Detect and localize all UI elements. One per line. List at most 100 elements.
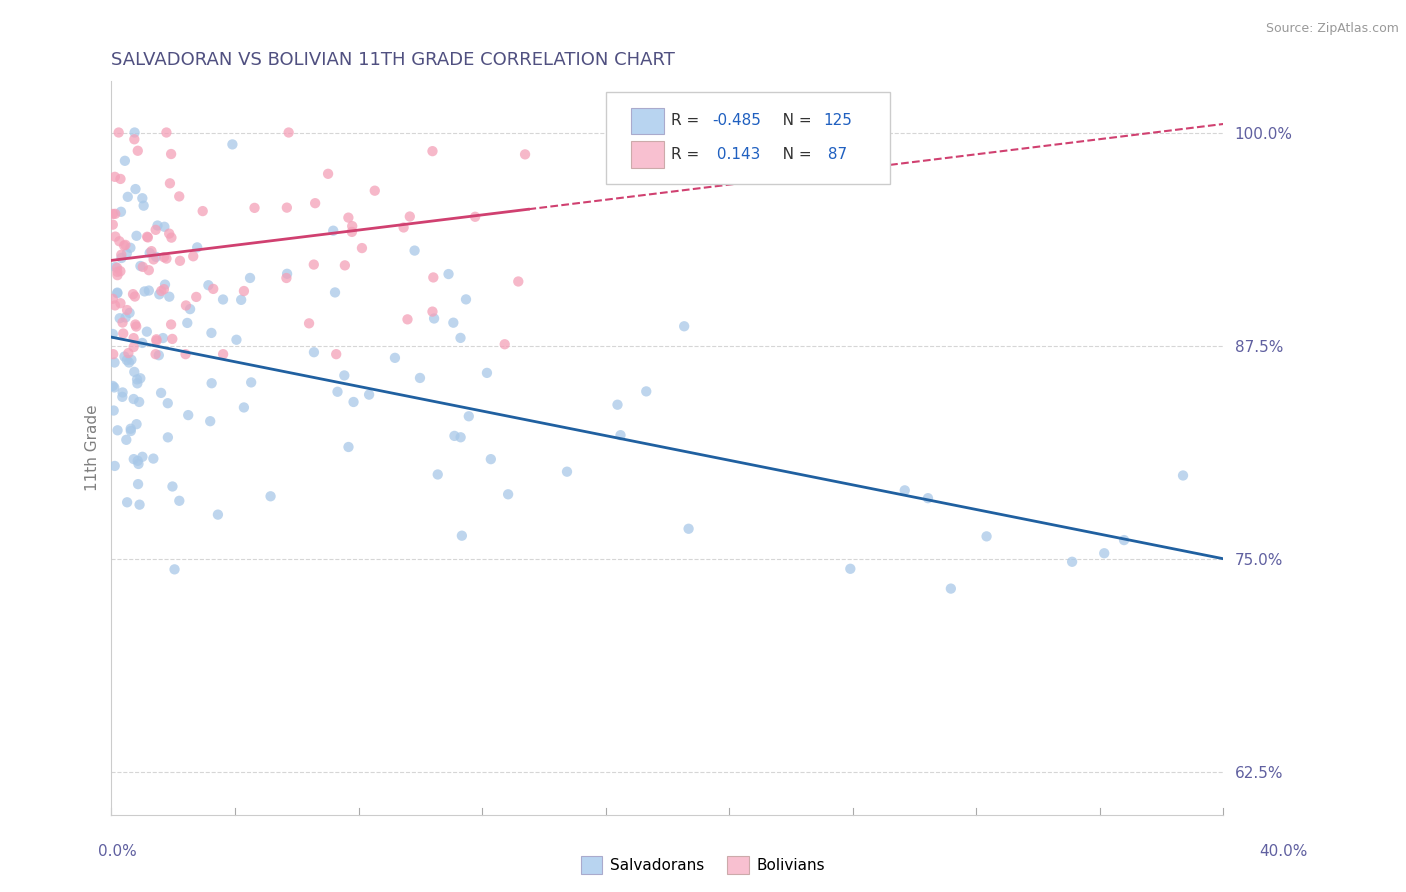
Point xyxy=(396,312,419,326)
Point xyxy=(212,347,235,361)
Point xyxy=(127,454,149,468)
Point xyxy=(426,467,449,482)
Point xyxy=(276,271,298,285)
Text: Source: ZipAtlas.com: Source: ZipAtlas.com xyxy=(1265,22,1399,36)
Point xyxy=(124,318,146,332)
Point xyxy=(111,385,134,400)
Point xyxy=(340,225,363,239)
Point xyxy=(103,347,125,361)
Text: 40.0%: 40.0% xyxy=(1260,845,1308,859)
Point xyxy=(323,285,346,300)
Point xyxy=(120,241,142,255)
Text: N =: N = xyxy=(768,113,815,128)
Point xyxy=(976,529,998,543)
Point xyxy=(101,218,124,232)
Point xyxy=(115,246,138,260)
Point xyxy=(145,334,167,348)
Point xyxy=(160,318,183,332)
Point xyxy=(156,430,179,444)
Point xyxy=(243,201,266,215)
Point xyxy=(153,282,176,296)
Point xyxy=(302,258,325,272)
Text: SALVADORAN VS BOLIVIAN 11TH GRADE CORRELATION CHART: SALVADORAN VS BOLIVIAN 11TH GRADE CORREL… xyxy=(111,51,675,69)
Point xyxy=(103,380,125,394)
Point xyxy=(337,440,360,454)
Point xyxy=(239,271,262,285)
Point xyxy=(115,353,138,368)
Point xyxy=(138,246,160,260)
Point xyxy=(1171,468,1194,483)
Point xyxy=(479,452,502,467)
Point xyxy=(606,398,628,412)
Point xyxy=(131,450,153,464)
Point xyxy=(304,196,326,211)
Point xyxy=(150,284,173,298)
Text: 0.143: 0.143 xyxy=(711,147,761,162)
Point xyxy=(108,234,131,248)
Point xyxy=(145,250,167,264)
Point xyxy=(398,210,420,224)
Point xyxy=(131,191,153,205)
Point xyxy=(114,153,136,168)
Point xyxy=(443,429,465,443)
Point xyxy=(118,355,141,369)
Point xyxy=(118,306,141,320)
Point xyxy=(108,311,131,326)
Point xyxy=(156,396,179,410)
Point xyxy=(609,428,631,442)
Point xyxy=(917,491,939,505)
Point xyxy=(110,204,132,219)
Point xyxy=(155,126,177,140)
Text: 125: 125 xyxy=(823,113,852,128)
Point xyxy=(105,265,128,279)
Point xyxy=(325,347,347,361)
Point xyxy=(110,251,132,265)
FancyBboxPatch shape xyxy=(606,93,890,184)
Point xyxy=(839,562,862,576)
Point xyxy=(148,348,170,362)
Point xyxy=(110,264,132,278)
Point xyxy=(450,529,472,543)
Point xyxy=(160,230,183,244)
Point xyxy=(138,284,160,298)
Point xyxy=(457,409,479,424)
Text: 0.0%: 0.0% xyxy=(98,845,138,859)
Point xyxy=(128,498,150,512)
Point xyxy=(200,414,222,428)
Point xyxy=(101,207,124,221)
Point xyxy=(167,189,190,203)
Point xyxy=(153,250,176,264)
Point xyxy=(201,376,224,391)
Point xyxy=(225,333,247,347)
Point xyxy=(122,392,145,406)
Point xyxy=(212,293,235,307)
Point xyxy=(114,310,136,325)
Point xyxy=(104,298,127,312)
Point xyxy=(162,479,184,493)
Point xyxy=(145,332,167,346)
Y-axis label: 11th Grade: 11th Grade xyxy=(86,405,100,491)
Point xyxy=(298,316,321,330)
Point xyxy=(142,252,165,267)
Point xyxy=(437,267,460,281)
Point xyxy=(423,311,446,326)
Point xyxy=(555,465,578,479)
Point xyxy=(450,430,472,444)
Point xyxy=(508,275,530,289)
Point xyxy=(105,286,128,301)
Point xyxy=(114,238,136,252)
Point xyxy=(333,368,356,383)
Point xyxy=(678,522,700,536)
Point xyxy=(146,219,169,233)
Point xyxy=(152,331,174,345)
Point xyxy=(132,199,155,213)
Point xyxy=(131,335,153,350)
Point xyxy=(277,126,299,140)
Point xyxy=(129,259,152,273)
Point xyxy=(197,278,219,293)
Text: 87: 87 xyxy=(823,147,848,162)
Point xyxy=(232,401,254,415)
Point xyxy=(141,244,163,259)
Point xyxy=(409,371,432,385)
Point xyxy=(392,220,415,235)
